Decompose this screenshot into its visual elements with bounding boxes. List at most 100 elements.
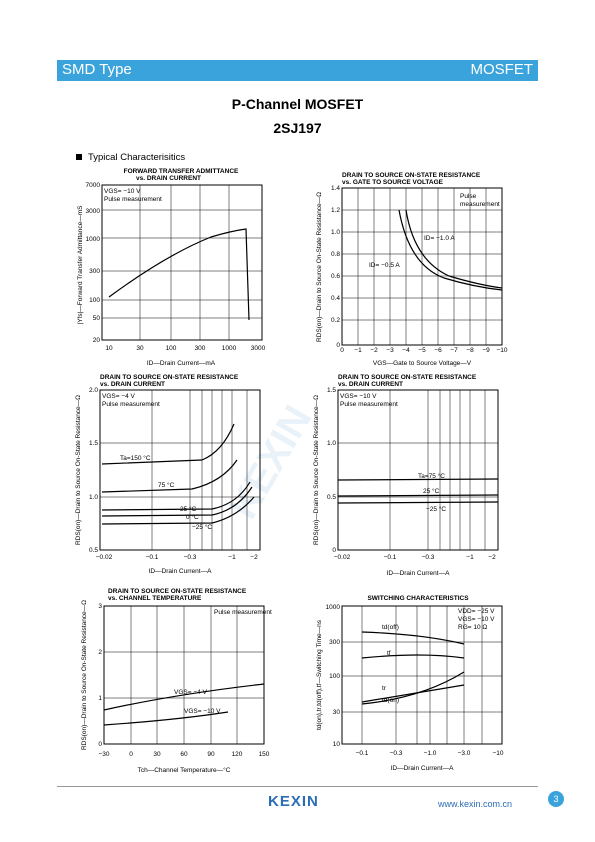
ytick: 1.2 [331, 207, 340, 214]
condition: VGS= −4 V [102, 393, 136, 400]
xtick: 0 [340, 347, 344, 354]
ytick: 300 [329, 639, 340, 646]
curve-05a [405, 209, 503, 289]
xtick: −0.1 [146, 554, 159, 561]
header-left: SMD Type [62, 61, 132, 78]
condition-1: VGS= −10 V [104, 188, 141, 195]
header-right: MOSFET [470, 61, 534, 78]
curve-label: 75 °C [158, 481, 175, 489]
xtick: −9 [482, 347, 490, 354]
condition: VGS= −10 V [458, 616, 495, 623]
curve-label: −25 °C [426, 505, 446, 513]
xtick: 300 [195, 345, 206, 352]
chart-title-3: DRAIN TO SOURCE ON-STATE RESISTANCE [100, 374, 239, 381]
admittance-curve [108, 228, 250, 321]
xtick: −10 [496, 347, 507, 354]
curve-label: −25 °C [192, 523, 212, 531]
grid [100, 390, 260, 550]
ytick: 0 [98, 741, 102, 748]
x-axis-label: ID—Drain Current—A [387, 570, 451, 577]
ytick: 0 [336, 342, 340, 349]
chart-forward-transfer-admittance: FORWARD TRANSFER ADMITTANCE vs. DRAIN CU… [77, 168, 266, 367]
curve-vgs10 [103, 711, 229, 726]
xtick: −1.0 [424, 750, 437, 757]
ytick: 1.5 [327, 387, 336, 394]
xtick: −7 [450, 347, 458, 354]
ytick: 100 [89, 297, 100, 304]
xtick: −2 [488, 554, 496, 561]
kexin-logo: KEXIN [268, 793, 319, 810]
ytick: 1000 [326, 604, 341, 611]
xtick: −0.3 [390, 750, 403, 757]
xtick: −2 [250, 554, 258, 561]
xtick: −0.3 [184, 554, 197, 561]
condition: Pulse measurement [214, 609, 272, 616]
xtick: 3000 [251, 345, 266, 352]
xtick: −4 [402, 347, 410, 354]
xtick: 30 [153, 751, 161, 758]
y-axis-label: td(on),tr,td(off),tf—Switching Time—ns [316, 619, 323, 730]
ytick: 0.8 [331, 251, 340, 258]
chart-subtitle-3: vs. DRAIN CURRENT [100, 381, 165, 388]
ytick: 1 [98, 695, 102, 702]
curve-label: td(off) [382, 624, 399, 631]
curve-label: VGS= −4 V [174, 689, 208, 696]
ytick: 1.5 [89, 440, 98, 447]
bullet-square-icon [76, 154, 82, 160]
xtick: −0.1 [384, 554, 397, 561]
xtick: 1000 [222, 345, 237, 352]
curve-label: 25 °C [423, 487, 440, 495]
chart-subtitle-2: vs. GATE TO SOURCE VOLTAGE [342, 179, 444, 186]
curve-label: Ta=75 °C [418, 472, 445, 480]
xtick: −1 [466, 554, 474, 561]
xtick: −1 [228, 554, 236, 561]
xtick: −1 [354, 347, 362, 354]
grid [342, 188, 502, 345]
xtick: 60 [180, 751, 188, 758]
curve-label: ID= −0.5 A [369, 262, 400, 269]
ytick: 3 [98, 603, 102, 610]
xtick: 30 [136, 345, 144, 352]
condition: VDD= −25 V [458, 608, 495, 615]
condition: Pulse measurement [102, 401, 160, 408]
chart-subtitle-5: vs. CHANNEL TEMPERATURE [108, 595, 202, 602]
xtick: 10 [105, 345, 113, 352]
x-axis-label: ID—Drain Current—A [391, 765, 455, 772]
xtick: −2 [370, 347, 378, 354]
ytick: 3000 [86, 208, 101, 215]
ytick: 0.2 [331, 317, 340, 324]
website-link[interactable]: www.kexin.com.cn [438, 799, 513, 809]
xtick: −0.1 [356, 750, 369, 757]
ytick: 300 [89, 268, 100, 275]
xtick: −30 [98, 751, 109, 758]
y-axis-label: RDS(on)—Drain to Source On-State Resista… [81, 600, 88, 750]
xtick: −5 [418, 347, 426, 354]
ytick: 0.5 [327, 494, 336, 501]
chart-rds-vs-vgs: DRAIN TO SOURCE ON-STATE RESISTANCE vs. … [316, 172, 508, 367]
part-number: 2SJ197 [273, 120, 322, 136]
condition: Pulse [460, 193, 477, 200]
xtick: −3 [386, 347, 394, 354]
chart-title-4: DRAIN TO SOURCE ON-STATE RESISTANCE [338, 374, 477, 381]
header-bar: SMD Type MOSFET [57, 60, 538, 81]
ytick: 1.4 [331, 185, 340, 192]
curve-m25c [101, 496, 255, 525]
curve-label: ID= −1.0 A [424, 235, 455, 242]
xtick: −3.0 [458, 750, 471, 757]
curve-25c [337, 494, 499, 497]
grid [104, 606, 264, 744]
y-axis-label: RDS(on)—Drain to Source On-State Resista… [313, 395, 320, 545]
chart-switching: SWITCHING CHARACTERISTICS VDD= −25 V VGS… [316, 595, 504, 772]
x-axis-label: ID—Drain Current—A [149, 568, 213, 575]
curve-0c [101, 486, 253, 517]
curve-label: VGS= −10 V [184, 708, 221, 715]
ytick: 1.0 [331, 229, 340, 236]
ytick: 1000 [86, 236, 101, 243]
ytick: 0.5 [89, 547, 98, 554]
ytick: 20 [93, 337, 101, 344]
condition: measurement [460, 201, 500, 208]
section-heading: Typical Characterisitics [76, 152, 185, 163]
ytick: 0.4 [331, 295, 340, 302]
ytick: 2 [98, 649, 102, 656]
curve-1a [398, 209, 503, 291]
